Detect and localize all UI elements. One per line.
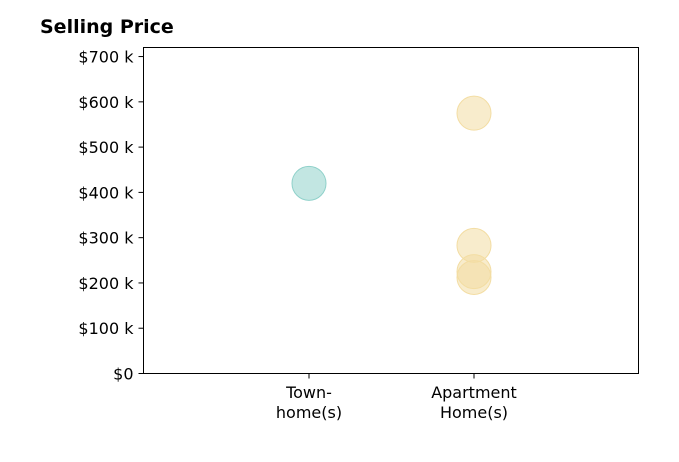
y-tick-label: $100 k <box>78 319 134 338</box>
x-tick-label: home(s) <box>276 403 342 422</box>
y-tick-label: $300 k <box>78 229 134 248</box>
plot-frame <box>143 47 639 374</box>
y-tick-label: $500 k <box>78 138 134 157</box>
y-tick-label: $600 k <box>78 93 134 112</box>
scatter-point <box>456 260 492 296</box>
scatter-point <box>291 165 327 201</box>
scatter-point <box>456 95 492 131</box>
y-tick-label: $700 k <box>78 48 134 67</box>
x-tick-label: Apartment <box>431 383 517 402</box>
y-tick-label: $0 <box>113 365 133 384</box>
marks-layer <box>291 95 492 296</box>
x-tick-label: Town- <box>285 383 332 402</box>
y-tick-label: $400 k <box>78 183 134 202</box>
x-tick-label: Home(s) <box>440 403 508 422</box>
y-axis: $0 $100 k $200 k $300 k $400 k $500 k $600 k $7… <box>78 48 144 384</box>
y-tick-label: $200 k <box>78 274 134 293</box>
chart-title: Selling Price <box>40 16 174 38</box>
